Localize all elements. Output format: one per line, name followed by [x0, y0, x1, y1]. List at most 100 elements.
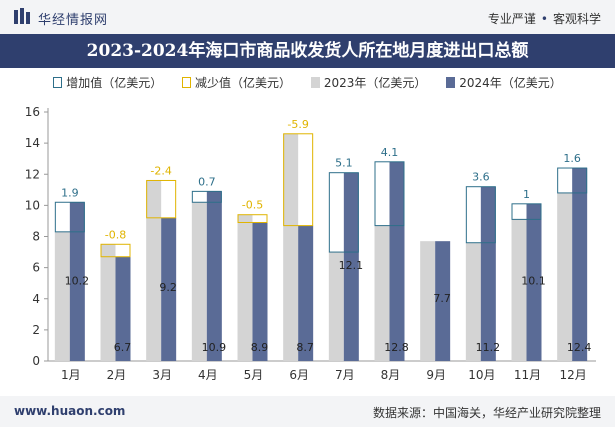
y-tick-label: 8 — [32, 230, 40, 244]
slogan-left: 专业严谨 — [487, 12, 536, 26]
value-label-2024: 10.1 — [521, 275, 546, 288]
bar-2024 — [115, 256, 131, 361]
legend-label-decrease: 减少值（亿美元） — [195, 76, 292, 90]
y-tick-label: 4 — [32, 292, 40, 306]
x-tick-label: 6月 — [289, 368, 309, 382]
increase-label: 1.9 — [61, 186, 79, 199]
legend-swatch-decrease — [182, 77, 192, 88]
bar-2024 — [572, 168, 588, 361]
bar-2023 — [283, 133, 299, 361]
legend-swatch-2024 — [446, 77, 456, 88]
x-tick-label: 8月 — [381, 368, 401, 382]
y-tick-label: 16 — [25, 105, 40, 119]
decrease-box — [237, 214, 268, 223]
bar-2024 — [298, 225, 314, 361]
bar-2024 — [343, 172, 359, 361]
value-label-2024: 7.7 — [433, 292, 451, 305]
bar-2024 — [389, 161, 405, 361]
decrease-label: -0.8 — [105, 228, 126, 241]
bar-2024 — [252, 222, 268, 361]
y-tick-label: 6 — [32, 261, 40, 275]
bar-2023 — [54, 231, 70, 361]
decrease-box — [100, 243, 131, 258]
bar-2023 — [557, 192, 573, 361]
slogan-separator: • — [540, 12, 548, 26]
footer: www.huaon.com 数据来源：中国海关，华经产业研究院整理 — [0, 396, 615, 427]
x-tick-label: 7月 — [335, 368, 355, 382]
legend-label-2023: 2023年（亿美元） — [323, 76, 427, 90]
increase-box — [374, 161, 405, 227]
footer-url[interactable]: www.huaon.com — [14, 404, 126, 418]
bar-2023 — [420, 241, 436, 361]
increase-label: 4.1 — [381, 146, 399, 159]
top-bar: 华经情报网 专业严谨 • 客观科学 — [0, 0, 615, 34]
y-tick-label: 0 — [32, 354, 40, 368]
value-label-2024: 12.8 — [384, 341, 409, 354]
legend-item-2023: 2023年（亿美元） — [310, 74, 427, 91]
value-label-2024: 9.2 — [159, 281, 177, 294]
y-tick-label: 2 — [32, 323, 40, 337]
decrease-box — [146, 179, 177, 219]
bar-2023 — [511, 219, 527, 361]
bar-2024 — [526, 203, 542, 361]
y-tick-label: 14 — [25, 136, 40, 150]
bar-2023 — [328, 252, 344, 361]
chart-title: 2023-2024年海口市商品收发货人所在地月度进出口总额 — [86, 41, 529, 61]
bar-2024 — [69, 202, 85, 361]
bar-2024 — [435, 241, 451, 361]
increase-box — [328, 172, 359, 253]
value-label-2024: 8.9 — [251, 341, 269, 354]
bar-2023 — [237, 214, 253, 361]
legend-item-increase: 增加值（亿美元） — [53, 74, 162, 91]
value-label-2024: 12.4 — [567, 341, 592, 354]
x-tick-label: 9月 — [426, 368, 446, 382]
y-tick-label: 12 — [25, 167, 40, 181]
legend-label-2024: 2024年（亿美元） — [459, 76, 562, 90]
x-tick-label: 3月 — [152, 368, 172, 382]
brand-name: 华经情报网 — [38, 13, 109, 28]
increase-label: 5.1 — [335, 157, 353, 170]
increase-label: 3.6 — [472, 171, 490, 184]
value-label-2024: 10.9 — [202, 341, 227, 354]
logo-icon — [14, 8, 30, 24]
increase-box — [54, 201, 85, 233]
slogan-right: 客观科学 — [552, 12, 601, 26]
increase-box — [511, 203, 542, 220]
value-label-2024: 11.2 — [476, 341, 501, 354]
increase-box — [191, 190, 222, 203]
legend-item-decrease: 减少值（亿美元） — [182, 74, 291, 91]
increase-box — [557, 167, 588, 194]
value-label-2024: 12.1 — [339, 259, 364, 272]
x-tick-label: 11月 — [514, 368, 541, 382]
x-tick-label: 12月 — [560, 368, 587, 382]
x-tick-label: 1月 — [61, 368, 81, 382]
x-tick-label: 2月 — [107, 368, 127, 382]
legend: 增加值（亿美元） 减少值（亿美元） 2023年（亿美元） 2024年（亿美元） — [0, 74, 615, 96]
legend-swatch-increase — [53, 77, 63, 88]
decrease-box — [283, 133, 314, 227]
value-label-2024: 8.7 — [296, 341, 314, 354]
legend-item-2024: 2024年（亿美元） — [446, 74, 562, 91]
bar-2024 — [206, 191, 222, 361]
title-bar: 2023-2024年海口市商品收发货人所在地月度进出口总额 — [0, 34, 615, 68]
bar-2023 — [465, 242, 481, 361]
increase-box — [465, 186, 496, 244]
x-tick-label: 4月 — [198, 368, 218, 382]
increase-label: 1.6 — [563, 152, 581, 165]
decrease-label: -5.9 — [287, 118, 308, 131]
bar-2024 — [480, 186, 496, 361]
bar-2023 — [374, 225, 390, 361]
decrease-label: -0.5 — [242, 199, 263, 212]
x-tick-label: 10月 — [468, 368, 495, 382]
value-label-2024: 6.7 — [114, 341, 132, 354]
legend-label-increase: 增加值（亿美元） — [66, 76, 163, 90]
increase-label: 1 — [523, 188, 530, 201]
legend-swatch-2023 — [310, 77, 320, 88]
increase-label: 0.7 — [198, 175, 216, 188]
decrease-label: -2.4 — [150, 164, 171, 177]
bar-2023 — [100, 244, 116, 361]
bar-2023 — [146, 180, 162, 361]
slogan: 专业严谨 • 客观科学 — [488, 10, 601, 27]
